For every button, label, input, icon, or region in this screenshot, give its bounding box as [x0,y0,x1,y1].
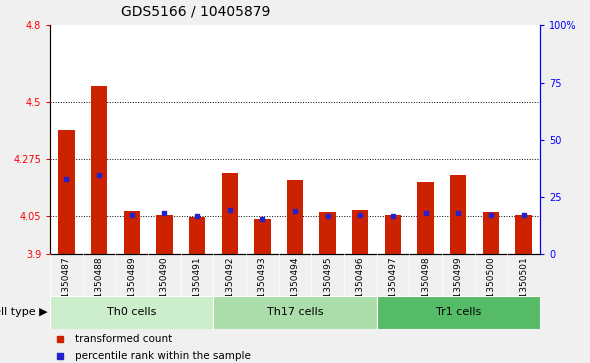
Bar [214,296,376,329]
Bar [50,296,214,329]
Bar [189,217,205,254]
Bar [516,215,532,254]
Bar [91,86,107,254]
Text: percentile rank within the sample: percentile rank within the sample [74,351,251,361]
Bar [450,175,467,254]
Text: GSM1350490: GSM1350490 [160,256,169,317]
Bar [418,182,434,254]
Bar [156,215,172,254]
Text: GDS5166 / 10405879: GDS5166 / 10405879 [121,4,270,18]
Text: GSM1350496: GSM1350496 [356,256,365,317]
Text: GSM1350499: GSM1350499 [454,256,463,317]
Bar [124,211,140,254]
Bar [483,212,499,254]
Text: GSM1350491: GSM1350491 [192,256,202,317]
Text: GSM1350495: GSM1350495 [323,256,332,317]
Text: Tr1 cells: Tr1 cells [435,307,481,317]
Text: GSM1350488: GSM1350488 [94,256,104,317]
Text: GSM1350500: GSM1350500 [486,256,496,317]
Bar [222,173,238,254]
Text: GSM1350492: GSM1350492 [225,256,234,317]
Bar [352,209,368,254]
Bar [385,215,401,254]
Bar [254,219,270,254]
Text: GSM1350489: GSM1350489 [127,256,136,317]
Text: GSM1350494: GSM1350494 [290,256,300,317]
Text: GSM1350501: GSM1350501 [519,256,528,317]
Bar [287,180,303,254]
Bar [376,296,540,329]
Text: GSM1350498: GSM1350498 [421,256,430,317]
Text: cell type ▶: cell type ▶ [0,307,47,317]
Text: transformed count: transformed count [74,334,172,344]
Text: GSM1350493: GSM1350493 [258,256,267,317]
Text: GSM1350497: GSM1350497 [388,256,398,317]
Text: GSM1350487: GSM1350487 [62,256,71,317]
Text: Th17 cells: Th17 cells [267,307,323,317]
Bar [320,212,336,254]
Bar [58,130,74,254]
Text: Th0 cells: Th0 cells [107,307,156,317]
